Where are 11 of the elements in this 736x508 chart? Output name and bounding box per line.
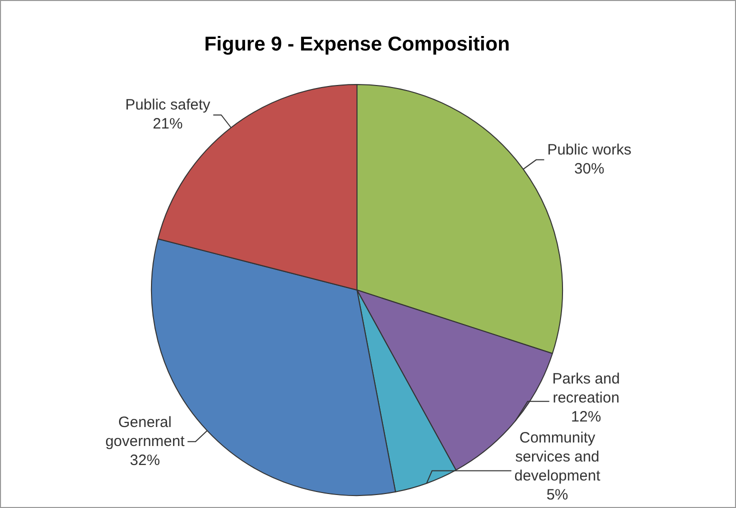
slice-label: Parks and recreation (552, 370, 620, 407)
data-label: 32% (130, 452, 160, 469)
data-label: 30% (574, 160, 604, 178)
slice-label: General government (105, 414, 186, 450)
slice-label: Community services and development (514, 430, 602, 485)
data-label: 21% (152, 116, 183, 133)
data-label: 5% (546, 486, 568, 504)
data-label: 12% (571, 408, 602, 426)
chart-title: Figure 9 - Expense Composition (204, 34, 510, 56)
slice-label: Public safety (125, 96, 211, 114)
slice-label: Public works (547, 141, 632, 158)
